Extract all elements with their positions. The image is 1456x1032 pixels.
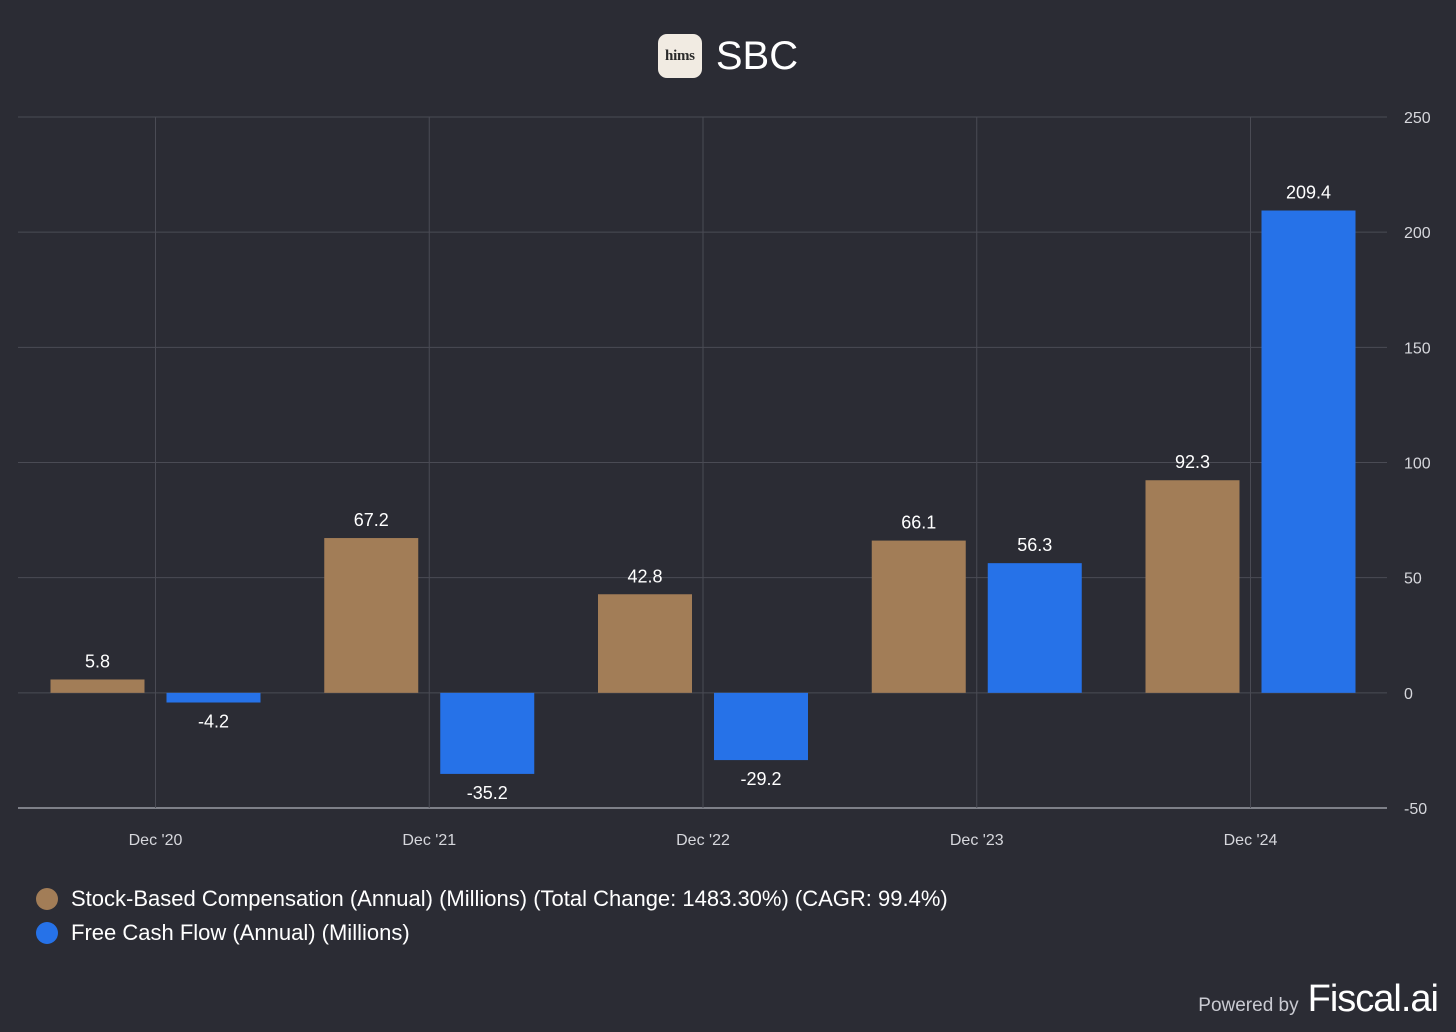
data-label-fcf-4: 209.4 (1286, 183, 1331, 203)
powered-by-text: Powered by (1198, 995, 1299, 1016)
legend-label-fcf: Free Cash Flow (Annual) (Millions) (71, 920, 410, 945)
y-tick-label--50: -50 (1404, 801, 1427, 818)
y-tick-label-200: 200 (1404, 225, 1431, 242)
data-label-sbc-1: 67.2 (354, 510, 389, 530)
x-tick-label-3: Dec '23 (950, 832, 1004, 849)
brand-logo-text[interactable]: Fiscal.ai (1307, 978, 1439, 1020)
y-tick-label-100: 100 (1404, 456, 1431, 473)
bar-fcf-3 (987, 563, 1082, 693)
bar-chart: 250 200 150 100 50 0 -50 5.8 67.2 42.8 66.1 92.3 -4.… (18, 110, 1431, 849)
bar-sbc-0 (50, 679, 145, 693)
bar-sbc-4 (1145, 480, 1240, 693)
y-tick-label-50: 50 (1404, 571, 1422, 588)
legend-item-fcf[interactable]: Free Cash Flow (Annual) (Millions) (36, 916, 948, 950)
x-tick-label-2: Dec '22 (676, 832, 730, 849)
bar-fcf-4 (1261, 210, 1356, 693)
y-tick-label-150: 150 (1404, 340, 1431, 357)
legend-dot-fcf (36, 922, 58, 944)
company-logo: hims (657, 34, 702, 78)
data-label-sbc-4: 92.3 (1175, 452, 1210, 472)
chart-header: hims SBC (0, 33, 1456, 79)
powered-by-footer: Powered by Fiscal.ai (1198, 978, 1439, 1021)
legend-dot-sbc (36, 888, 58, 910)
data-label-fcf-1: -35.2 (467, 783, 508, 803)
chart-title: SBC (715, 33, 799, 78)
bar-sbc-2 (598, 594, 692, 693)
data-label-sbc-2: 42.8 (627, 566, 662, 586)
y-tick-label-0: 0 (1404, 686, 1413, 703)
data-label-fcf-3: 56.3 (1017, 535, 1052, 555)
data-label-sbc-3: 66.1 (901, 513, 936, 533)
x-tick-label-4: Dec '24 (1224, 832, 1278, 849)
y-tick-label-250: 250 (1404, 110, 1431, 127)
legend-item-sbc[interactable]: Stock-Based Compensation (Annual) (Milli… (36, 882, 948, 916)
bar-fcf-2 (714, 692, 808, 761)
company-logo-text: hims (665, 47, 695, 64)
data-label-fcf-0: -4.2 (198, 712, 229, 732)
data-label-fcf-2: -29.2 (740, 769, 781, 789)
data-label-sbc-0: 5.8 (85, 651, 110, 671)
bar-fcf-1 (440, 692, 535, 774)
x-tick-label-1: Dec '21 (402, 832, 456, 849)
bar-sbc-3 (871, 540, 966, 693)
bar-fcf-0 (166, 692, 261, 703)
legend-label-sbc: Stock-Based Compensation (Annual) (Milli… (71, 886, 948, 911)
bar-sbc-1 (324, 538, 419, 693)
x-tick-label-0: Dec '20 (129, 832, 183, 849)
chart-legend: Stock-Based Compensation (Annual) (Milli… (36, 882, 948, 950)
